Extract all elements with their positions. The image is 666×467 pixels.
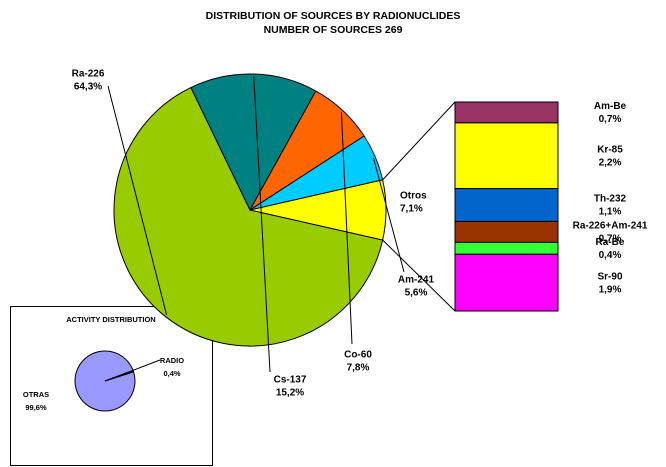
slice-value-label: 64,3%	[74, 82, 102, 93]
slice-label: OTRAS	[23, 390, 49, 399]
slice-label: Am-241	[398, 275, 435, 286]
bar-segment	[454, 188, 559, 222]
slice-label: Kr-85	[597, 144, 623, 155]
leader-line	[340, 111, 353, 345]
inset-title: ACTIVITY DISTRIBUTION	[66, 315, 155, 324]
slice-label: Ra-226+Am-241	[573, 221, 648, 232]
leader-line	[253, 76, 271, 373]
leader-line	[104, 359, 161, 382]
pie-slice	[190, 73, 317, 212]
slice-label: Otros	[400, 191, 427, 202]
slice-label: RADIO	[160, 356, 184, 365]
slice-label: Th-232	[594, 194, 627, 205]
slice-label: Ra-226	[72, 69, 105, 80]
slice-value-label: 0,4%	[599, 250, 622, 261]
bar-segment	[454, 253, 559, 312]
slice-value-label: 15,2%	[276, 388, 304, 399]
slice-label: Co-60	[344, 350, 372, 361]
slice-value-label: 99,6%	[25, 403, 47, 412]
pie-slice	[249, 179, 387, 241]
pie-slice	[113, 86, 384, 347]
slice-label: Am-Be	[594, 101, 627, 112]
slice-value-label: 7,1%	[400, 204, 423, 215]
bar-segment	[454, 122, 559, 190]
slice-value-label: 7,8%	[347, 363, 370, 374]
chart-subtitle: NUMBER OF SOURCES 269	[264, 24, 403, 36]
bar-segment	[454, 241, 559, 255]
chart-title: DISTRIBUTION OF SOURCES BY RADIONUCLIDES	[206, 10, 461, 22]
connector-line	[382, 239, 456, 312]
slice-value-label: 1,9%	[599, 284, 622, 295]
bar-segment	[454, 220, 559, 243]
slice-label: Ra-Be	[596, 237, 625, 248]
leader-line	[372, 157, 405, 273]
slice-value-label: 1,1%	[599, 207, 622, 218]
slice-value-label: 2,2%	[599, 157, 622, 168]
slice-value-label: 0,7%	[599, 234, 622, 245]
bar-segment	[454, 101, 559, 124]
slice-value-label: 5,6%	[405, 288, 428, 299]
slice-label: Sr-90	[597, 271, 622, 282]
slice-value-label: 0,4%	[163, 369, 180, 378]
connector-line	[382, 101, 456, 181]
leader-line	[107, 85, 168, 315]
slice-value-label: 0,7%	[599, 114, 622, 125]
slice-label: Cs-137	[274, 375, 307, 386]
